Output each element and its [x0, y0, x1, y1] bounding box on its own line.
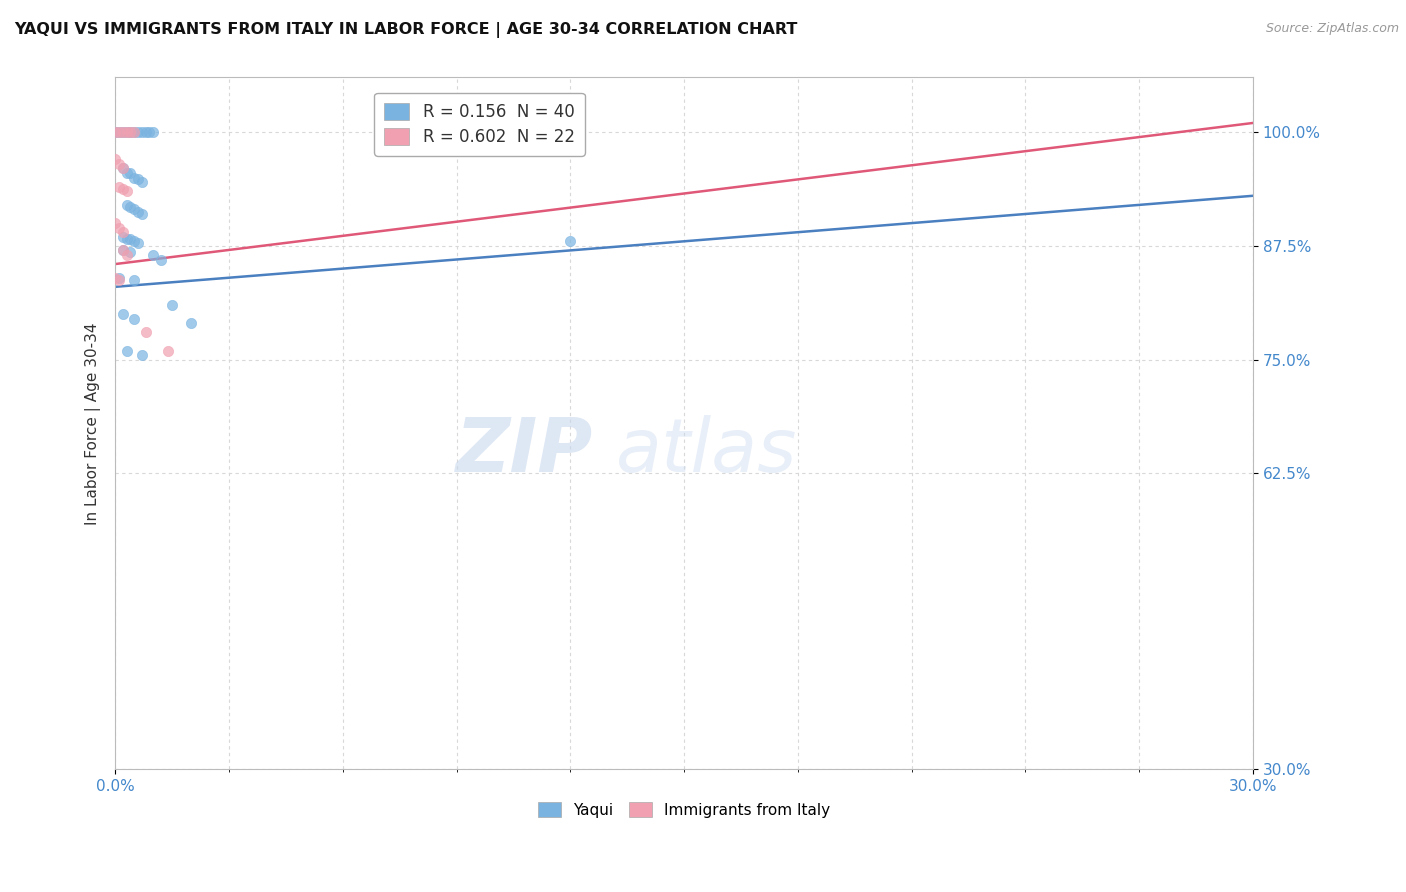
Point	[111, 244, 134, 258]
Point	[122, 202, 145, 217]
Point	[180, 316, 202, 330]
Text: atlas: atlas	[616, 415, 797, 487]
Point	[120, 125, 142, 139]
Point	[122, 311, 145, 326]
Legend: Yaqui, Immigrants from Italy: Yaqui, Immigrants from Italy	[531, 796, 837, 824]
Point	[157, 343, 180, 358]
Text: Source: ZipAtlas.com: Source: ZipAtlas.com	[1265, 22, 1399, 36]
Point	[115, 343, 138, 358]
Point	[127, 205, 149, 219]
Point	[111, 229, 134, 244]
Point	[131, 207, 153, 221]
Point	[108, 220, 131, 235]
Point	[108, 272, 131, 286]
Point	[127, 172, 149, 186]
Point	[115, 231, 138, 245]
Point	[122, 125, 145, 139]
Point	[120, 125, 142, 139]
Point	[138, 125, 160, 139]
Point	[160, 298, 183, 312]
Text: ZIP: ZIP	[456, 415, 593, 488]
Point	[111, 161, 134, 176]
Point	[127, 236, 149, 251]
Point	[111, 307, 134, 321]
Point	[108, 270, 131, 285]
Point	[131, 175, 153, 189]
Point	[111, 244, 134, 258]
Point	[122, 125, 145, 139]
Point	[122, 170, 145, 185]
Point	[115, 166, 138, 180]
Point	[104, 125, 127, 139]
Point	[122, 272, 145, 286]
Point	[108, 125, 131, 139]
Point	[131, 125, 153, 139]
Point	[120, 245, 142, 260]
Point	[115, 125, 138, 139]
Point	[120, 200, 142, 214]
Point	[104, 216, 127, 230]
Text: YAQUI VS IMMIGRANTS FROM ITALY IN LABOR FORCE | AGE 30-34 CORRELATION CHART: YAQUI VS IMMIGRANTS FROM ITALY IN LABOR …	[14, 22, 797, 38]
Point	[111, 125, 134, 139]
Point	[111, 125, 134, 139]
Y-axis label: In Labor Force | Age 30-34: In Labor Force | Age 30-34	[86, 322, 101, 524]
Point	[120, 166, 142, 180]
Point	[142, 248, 165, 262]
Point	[111, 225, 134, 239]
Point	[111, 161, 134, 176]
Point	[115, 198, 138, 212]
Point	[127, 125, 149, 139]
Point	[104, 270, 127, 285]
Point	[115, 125, 138, 139]
Point	[135, 125, 157, 139]
Point	[131, 348, 153, 362]
Point	[115, 184, 138, 198]
Point	[111, 181, 134, 195]
Point	[120, 232, 142, 246]
Point	[149, 252, 172, 267]
Point	[108, 125, 131, 139]
Point	[135, 326, 157, 340]
Point	[104, 125, 127, 139]
Point	[560, 235, 582, 249]
Point	[108, 157, 131, 171]
Point	[522, 134, 544, 148]
Point	[104, 153, 127, 167]
Point	[108, 179, 131, 194]
Point	[115, 248, 138, 262]
Point	[122, 235, 145, 249]
Point	[142, 125, 165, 139]
